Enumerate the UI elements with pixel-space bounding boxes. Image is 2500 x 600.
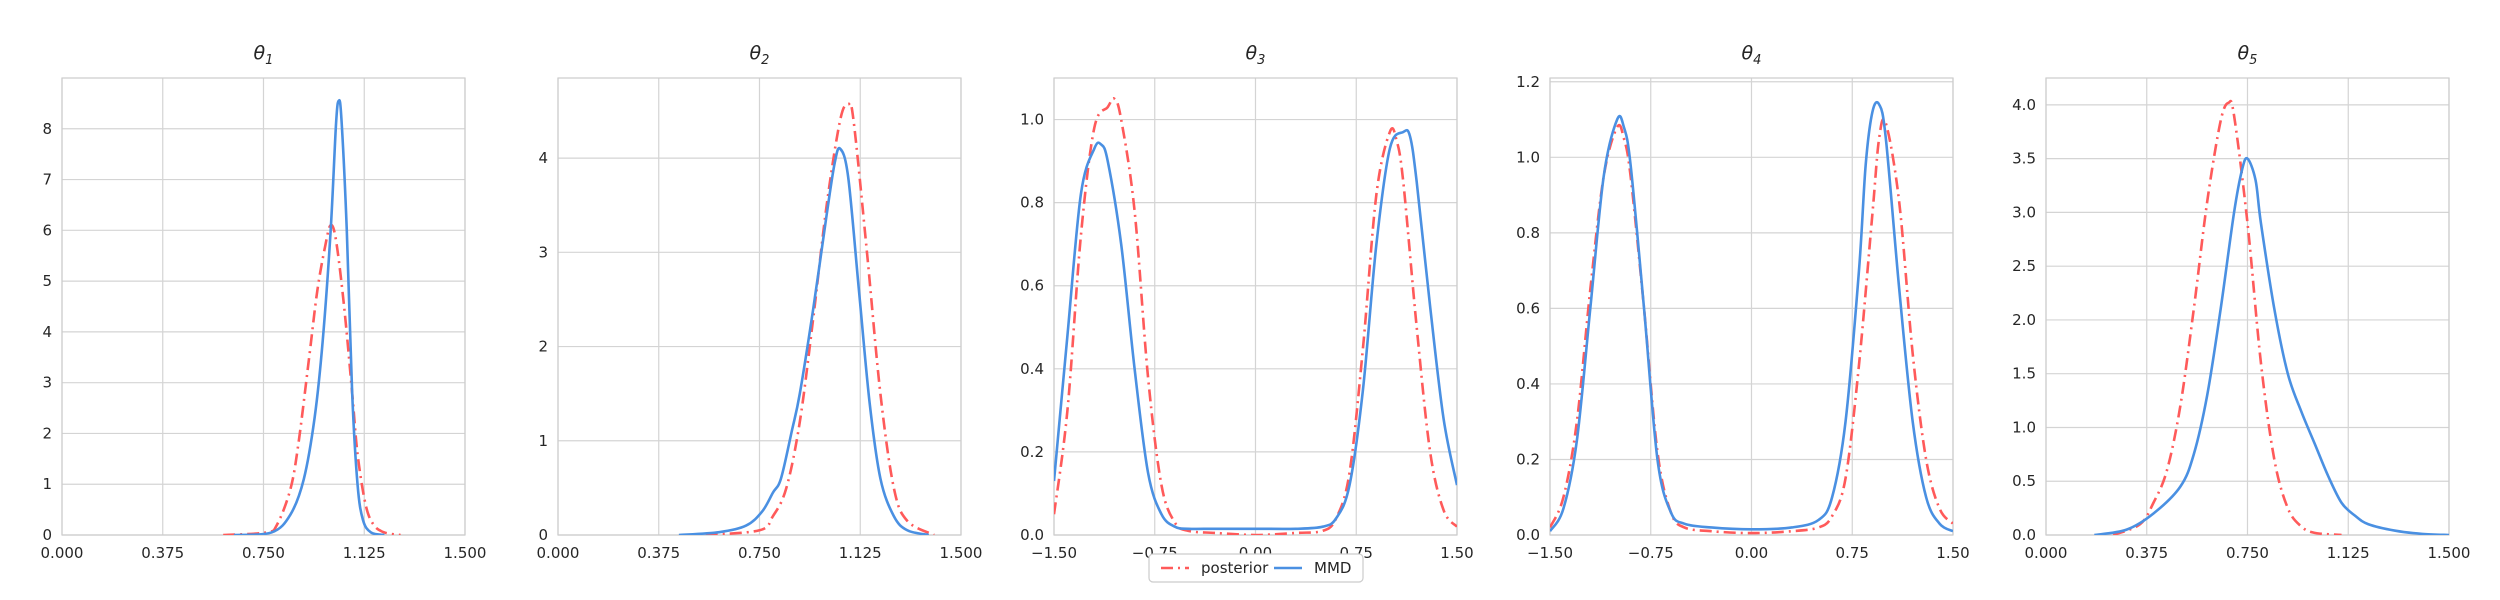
legend: posterior MMD [1148, 553, 1364, 583]
y-tick-label: 0.2 [1516, 450, 1540, 468]
legend-box [1148, 553, 1364, 583]
series-line-mmd [1054, 128, 1457, 531]
x-tick-label: 0.000 [2025, 544, 2068, 562]
x-tick-label: −0.75 [1628, 544, 1674, 562]
y-tick-label: 3.0 [2012, 203, 2036, 221]
subplot-title: θ1 [254, 42, 274, 68]
y-tick-label: 3 [42, 374, 52, 392]
x-tick-label: 0.375 [2125, 544, 2168, 562]
y-tick-label: 1.0 [1516, 148, 1540, 166]
subplot-theta-4: −1.50 −0.75 0.00 0.75 1.50 0.0 0.2 0.4 0.6 0.8 1.0… [1516, 42, 1970, 562]
x-tick-label: 1.50 [1936, 544, 1969, 562]
y-tick-label: 4 [42, 323, 52, 341]
series-line-posterior [2112, 99, 2342, 535]
y-tick-label: 3.5 [2012, 150, 2036, 168]
x-tick-label: 0.750 [242, 544, 285, 562]
legend-label-posterior: posterior [1201, 559, 1269, 577]
x-tick-label: 0.000 [41, 544, 84, 562]
x-tick-label: 1.500 [940, 544, 983, 562]
y-tick-label: 6 [42, 221, 52, 239]
series-line-mmd [233, 98, 385, 535]
y-tick-label: 0 [538, 526, 548, 544]
x-tick-label: 0.750 [738, 544, 781, 562]
x-tick-label: 0.000 [537, 544, 580, 562]
y-tick-label: 2 [538, 338, 548, 356]
axes-frame [557, 77, 962, 536]
x-tick-label: 1.50 [1440, 544, 1473, 562]
series-line-mmd [678, 146, 930, 535]
y-tick-label: 1.0 [2012, 418, 2036, 436]
y-tick-label: 1.2 [1516, 73, 1540, 91]
subplot-theta-3: −1.50 −0.75 0.00 0.75 1.500.00.20.40.60.81.0… [1020, 42, 1474, 562]
subplot-title: θ2 [750, 42, 770, 68]
x-tick-label: −1.50 [1527, 544, 1573, 562]
y-tick-label: 4.0 [2012, 96, 2036, 114]
subplot-theta-5: 0.000 0.375 0.750 1.125 1.500 0.0 0.5 1.0 1.5 2.0… [2012, 42, 2470, 562]
y-tick-label: 1.5 [2012, 365, 2036, 383]
subplot-theta-2: 0.000 0.375 0.750 1.125 1.500 0 1 2 3 4 θ2 [537, 42, 983, 562]
y-tick-label: 8 [42, 120, 52, 138]
y-tick-label: 1.0 [1020, 111, 1044, 129]
x-tick-label: 0.750 [2226, 544, 2269, 562]
subplot-grid: 0.000 0.375 0.750 1.125 1.500012345678θ10.00… [41, 42, 2471, 562]
subplot-theta-1: 0.000 0.375 0.750 1.125 1.500 0 1 2 3 4 5 6 7 8 θ1 [41, 42, 487, 562]
y-tick-label: 2.0 [2012, 311, 2036, 329]
subplot-title: θ5 [2238, 42, 2258, 68]
axes-frame [1549, 77, 1954, 536]
y-tick-label: 0.5 [2012, 472, 2036, 490]
y-tick-label: 0.8 [1516, 224, 1540, 242]
y-tick-label: 0.6 [1516, 299, 1540, 317]
y-tick-label: 0.4 [1516, 375, 1540, 393]
series-line-posterior [1054, 97, 1457, 535]
x-tick-label: 0.375 [637, 544, 680, 562]
y-tick-label: 0.2 [1020, 443, 1044, 461]
y-tick-label: 5 [42, 272, 52, 290]
y-tick-label: 7 [42, 171, 52, 189]
y-tick-label: 0.4 [1020, 360, 1044, 378]
y-tick-label: 1 [538, 432, 548, 450]
y-tick-label: 4 [538, 149, 548, 167]
series-line-mmd [1550, 100, 1953, 533]
y-tick-label: 0.0 [1020, 526, 1044, 544]
x-tick-label: 1.500 [444, 544, 487, 562]
x-tick-label: 0.75 [1836, 544, 1869, 562]
series-line-posterior [705, 101, 935, 535]
x-tick-label: 1.500 [2428, 544, 2471, 562]
x-tick-label: 1.125 [2327, 544, 2370, 562]
y-tick-label: 2.5 [2012, 257, 2036, 275]
y-tick-label: 1 [42, 475, 52, 493]
x-tick-label: 0.00 [1735, 544, 1768, 562]
y-tick-label: 3 [538, 243, 548, 261]
series-line-mmd [2094, 156, 2449, 535]
y-tick-label: 0.8 [1020, 194, 1044, 212]
y-tick-label: 2 [42, 424, 52, 442]
y-tick-label: 0.0 [2012, 526, 2036, 544]
subplot-title: θ4 [1742, 42, 1762, 68]
x-tick-label: 0.375 [141, 544, 184, 562]
series-line-posterior [1550, 117, 1953, 535]
x-tick-label: −1.50 [1031, 544, 1077, 562]
subplot-title: θ3 [1246, 42, 1266, 68]
series-line-posterior [223, 223, 401, 535]
x-tick-label: 1.125 [839, 544, 882, 562]
y-tick-label: 0 [42, 526, 52, 544]
axes-frame [2045, 77, 2450, 536]
legend-label-mmd: MMD [1314, 559, 1351, 577]
y-tick-label: 0.0 [1516, 526, 1540, 544]
x-tick-label: 1.125 [343, 544, 386, 562]
y-tick-label: 0.6 [1020, 277, 1044, 295]
